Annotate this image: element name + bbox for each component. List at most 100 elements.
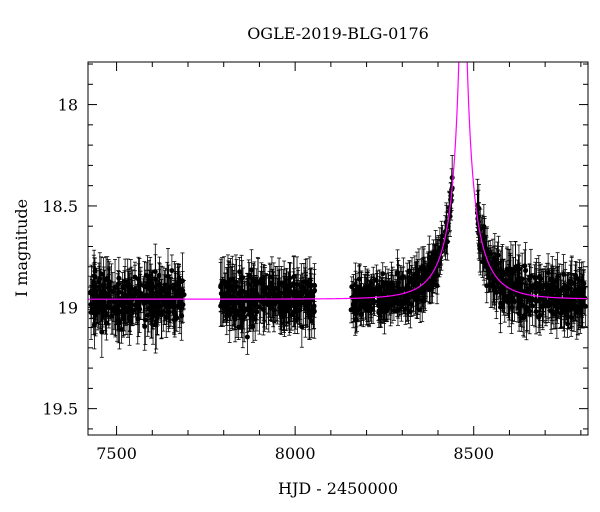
data-point (177, 302, 183, 308)
data-point (404, 286, 410, 292)
data-point (551, 278, 557, 284)
data-point (219, 300, 225, 306)
data-point (126, 292, 132, 298)
data-point (269, 274, 275, 280)
data-point (580, 298, 586, 304)
data-point (165, 273, 171, 279)
data-point (533, 283, 539, 289)
data-point (522, 263, 528, 269)
data-point (171, 304, 177, 310)
x-tick-label: 8500 (453, 444, 494, 463)
data-point (169, 268, 175, 274)
x-tick-label: 8000 (275, 444, 316, 463)
data-point (367, 295, 373, 301)
data-point (98, 271, 104, 277)
data-point (504, 298, 510, 304)
x-axis-label: HJD - 2450000 (278, 479, 398, 498)
data-point (262, 292, 268, 298)
data-point (520, 315, 526, 321)
data-point (142, 323, 148, 329)
data-point (287, 275, 293, 281)
data-point (398, 303, 404, 309)
data-point (277, 305, 283, 311)
data-point (544, 282, 550, 288)
data-point (416, 288, 422, 294)
data-point (299, 324, 305, 330)
data-point (449, 175, 455, 181)
data-point (247, 303, 253, 309)
data-point (515, 284, 521, 290)
data-point (533, 309, 539, 315)
data-point (152, 269, 158, 275)
data-point (112, 309, 118, 315)
y-axis-label: I magnitude (12, 199, 31, 297)
data-point (400, 286, 406, 292)
data-point (282, 300, 288, 306)
data-point (388, 289, 394, 295)
data-point (181, 292, 187, 298)
data-point (504, 271, 510, 277)
data-point (408, 279, 414, 285)
data-point (293, 303, 299, 309)
data-point (142, 317, 148, 323)
data-point (512, 299, 518, 305)
data-point (226, 277, 232, 283)
data-points (88, 155, 588, 358)
data-point (244, 334, 250, 340)
plot-frame (87, 61, 589, 436)
data-point (429, 277, 435, 283)
data-point (364, 285, 370, 291)
data-point (133, 303, 139, 309)
model-curve (88, 62, 588, 300)
data-point (246, 273, 252, 279)
data-point (536, 287, 542, 293)
data-point (372, 299, 378, 305)
data-point (353, 309, 359, 315)
data-point (366, 307, 372, 313)
data-point (237, 269, 243, 275)
data-point (103, 277, 109, 283)
data-point (138, 290, 144, 296)
data-point (559, 301, 565, 307)
data-point (380, 271, 386, 277)
data-point (492, 273, 498, 279)
data-point (358, 311, 364, 317)
data-point (288, 288, 294, 294)
data-point (241, 314, 247, 320)
data-point (158, 312, 164, 318)
data-point (254, 304, 260, 310)
data-point (127, 314, 133, 320)
data-point (234, 312, 240, 318)
data-point (390, 284, 396, 290)
data-point (245, 293, 251, 299)
data-point (303, 279, 309, 285)
data-point (563, 300, 569, 306)
data-point (307, 278, 313, 284)
data-point (549, 286, 555, 292)
data-point (508, 290, 514, 296)
data-point (402, 297, 408, 303)
data-point (285, 308, 291, 314)
data-point (499, 289, 505, 295)
data-point (218, 283, 224, 289)
data-point (350, 306, 356, 312)
chart-title: OGLE-2019-BLG-0176 (247, 24, 429, 43)
data-point (573, 272, 579, 278)
data-point (413, 276, 419, 282)
data-point (395, 307, 401, 313)
data-point (376, 308, 382, 314)
data-point (237, 304, 243, 310)
data-point (481, 224, 487, 230)
data-point (238, 299, 244, 305)
plot-area (88, 62, 588, 358)
data-point (397, 275, 403, 281)
data-point (95, 310, 101, 316)
data-point (156, 272, 162, 278)
data-point (437, 245, 443, 251)
data-point (537, 297, 543, 303)
data-point (545, 299, 551, 305)
data-point (291, 274, 297, 280)
data-point (274, 295, 280, 301)
data-point (358, 302, 364, 308)
